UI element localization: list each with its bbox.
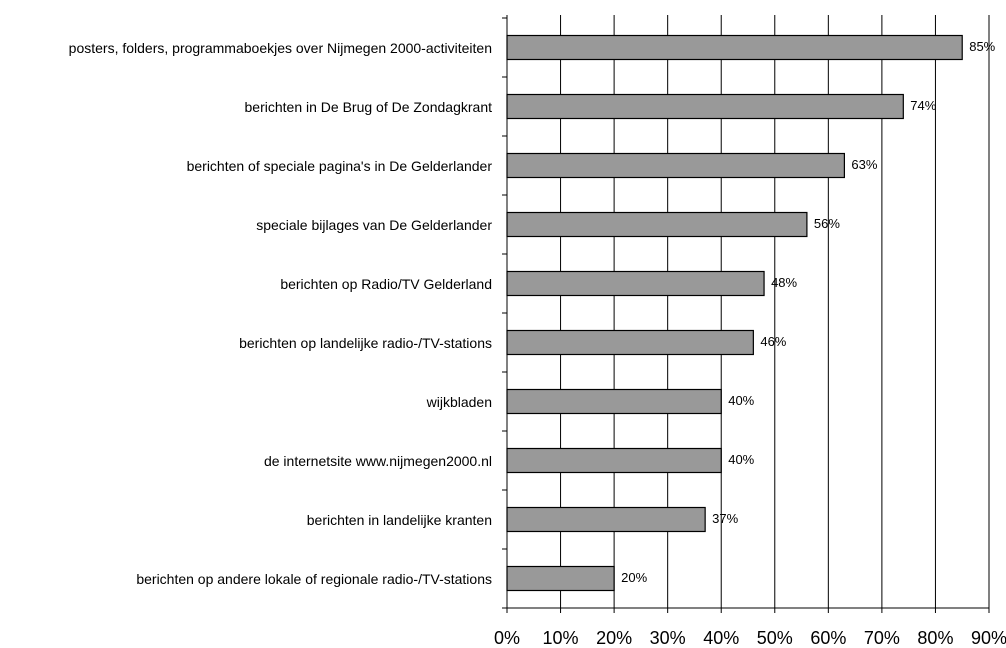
y-tick-label: berichten of speciale pagina's in De Gel… bbox=[186, 157, 492, 174]
bar bbox=[506, 329, 754, 356]
y-tick-label: posters, folders, programmaboekjes over … bbox=[68, 39, 492, 56]
x-tick-label: 10% bbox=[543, 628, 579, 648]
bar bbox=[506, 34, 963, 61]
y-tick-label: berichten op Radio/TV Gelderland bbox=[280, 275, 492, 292]
data-label: 74% bbox=[910, 98, 936, 113]
bar bbox=[506, 93, 904, 120]
y-tick-label: de internetsite www.nijmegen2000.nl bbox=[263, 452, 492, 469]
data-label: 56% bbox=[814, 216, 840, 231]
data-label: 40% bbox=[728, 452, 754, 467]
data-label: 37% bbox=[712, 511, 738, 526]
x-tick-label: 60% bbox=[810, 628, 846, 648]
x-tick-label: 0% bbox=[494, 628, 520, 648]
x-tick-label: 20% bbox=[596, 628, 632, 648]
y-tick-label: wijkbladen bbox=[426, 393, 492, 410]
y-tick-label: berichten in landelijke kranten bbox=[306, 511, 492, 528]
y-tick-label: berichten op landelijke radio-/TV-statio… bbox=[239, 334, 492, 351]
bar bbox=[506, 388, 722, 415]
bar bbox=[506, 506, 706, 533]
data-label: 46% bbox=[760, 334, 786, 349]
x-tick-label: 30% bbox=[650, 628, 686, 648]
bar bbox=[506, 152, 845, 179]
x-tick-label: 50% bbox=[757, 628, 793, 648]
data-label: 48% bbox=[771, 275, 797, 290]
y-tick-label: speciale bijlages van De Gelderlander bbox=[256, 216, 492, 233]
x-tick-label: 40% bbox=[703, 628, 739, 648]
data-label: 85% bbox=[969, 39, 995, 54]
y-tick-label: berichten op andere lokale of regionale … bbox=[136, 570, 492, 587]
y-tick-label: berichten in De Brug of De Zondagkrant bbox=[244, 98, 492, 115]
x-tick-label: 90% bbox=[971, 628, 1006, 648]
data-label: 40% bbox=[728, 393, 754, 408]
data-label: 63% bbox=[851, 157, 877, 172]
bar bbox=[506, 565, 615, 592]
bar bbox=[506, 447, 722, 474]
x-tick-label: 80% bbox=[917, 628, 953, 648]
data-label: 20% bbox=[621, 570, 647, 585]
bar bbox=[506, 211, 808, 238]
x-tick-label: 70% bbox=[864, 628, 900, 648]
bar bbox=[506, 270, 765, 297]
